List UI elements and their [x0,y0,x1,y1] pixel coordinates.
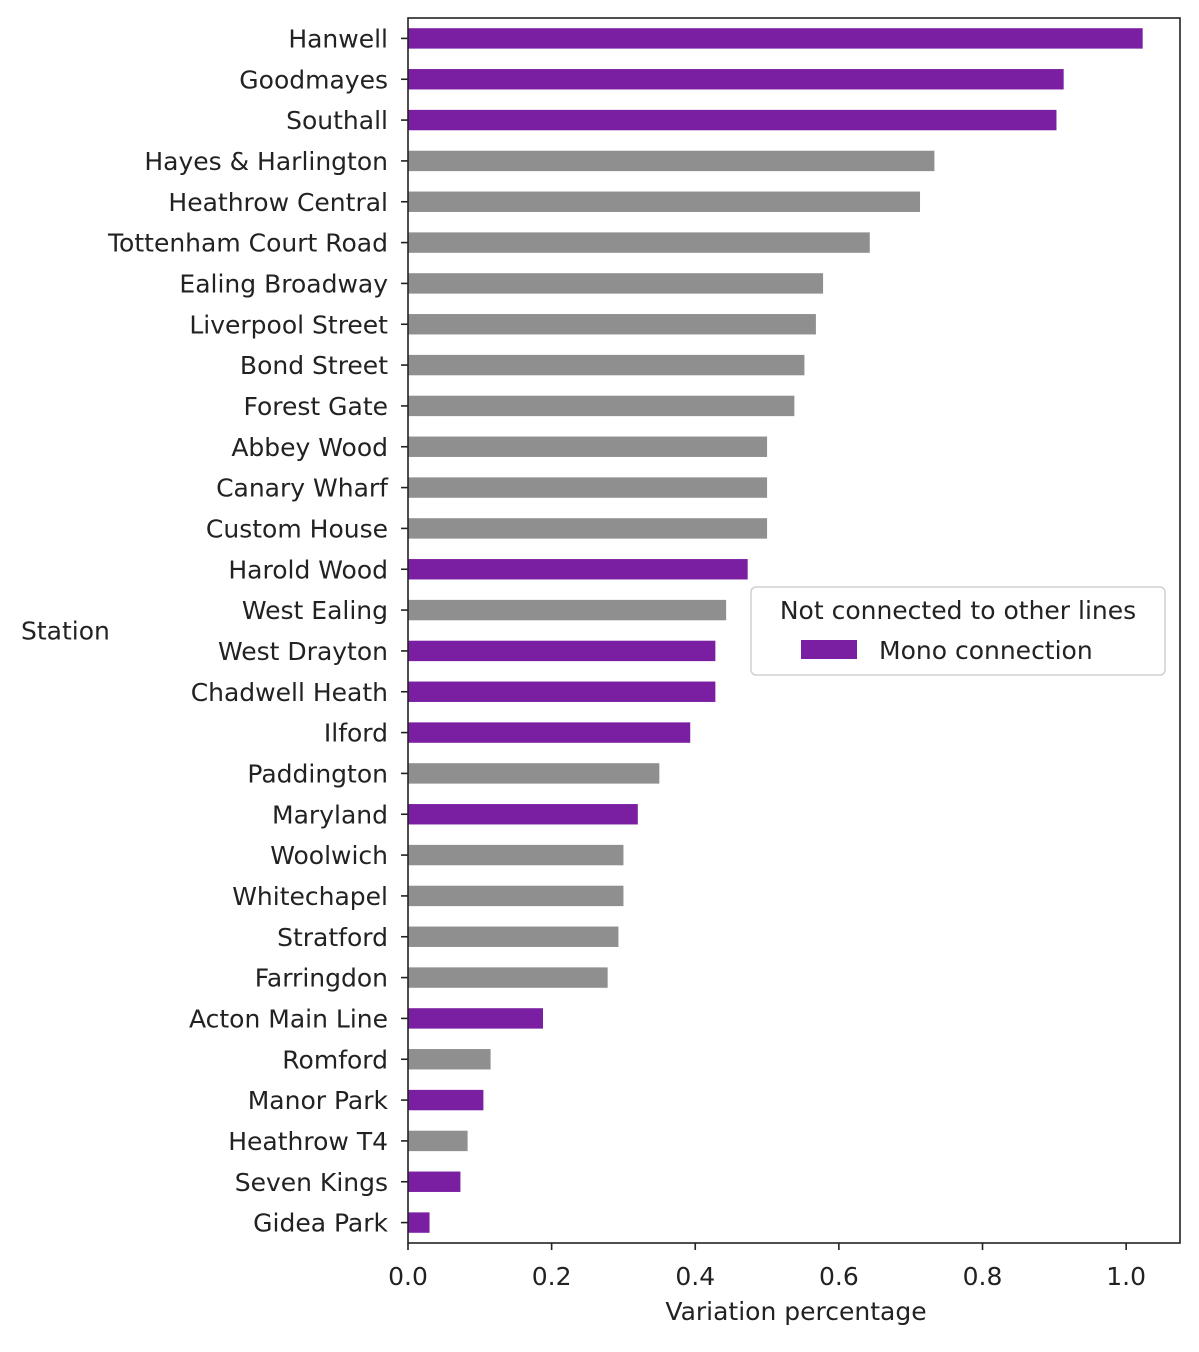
y-tick-label: West Ealing [242,596,388,625]
bar-bond-street [408,354,805,376]
bar-woolwich [408,844,624,866]
y-tick-label: Hayes & Harlington [144,147,388,176]
legend-label-mono: Mono connection [879,636,1093,665]
y-axis-ticks: Hanwell Goodmayes Southall Hayes & Harlingt… [107,24,408,1238]
bar-ilford [408,722,691,743]
bar-abbey-wood [408,436,768,457]
bar-paddington [408,763,660,784]
y-tick-label: Canary Wharf [216,474,389,503]
y-tick-label: Abbey Wood [231,433,388,462]
legend: Not connected to other lines Mono connec… [750,586,1166,676]
y-tick-label: Liverpool Street [189,310,388,339]
bar-maryland [408,804,638,825]
bar-manor-park [408,1089,484,1111]
y-tick-label: Heathrow T4 [228,1127,388,1156]
bar-southall [408,109,1057,131]
bar-west-ealing [408,599,727,621]
x-tick-label: 0.8 [963,1262,1003,1291]
y-tick-label: Farringdon [255,964,388,993]
bar-gidea-park [408,1212,430,1233]
bar-farringdon [408,967,608,988]
y-tick-label: Seven Kings [235,1168,388,1197]
y-tick-label: Heathrow Central [168,188,388,217]
x-tick-label: 0.4 [675,1262,715,1291]
y-tick-label: Paddington [247,759,388,788]
bar-hayes-harlington [408,150,935,172]
bars-group [408,28,1143,1233]
y-tick-label: Acton Main Line [189,1004,388,1033]
bar-hanwell [408,28,1143,49]
y-tick-label: Chadwell Heath [191,678,388,707]
bar-seven-kings [408,1171,461,1192]
bar-stratford [408,926,619,947]
bar-acton-main-line [408,1008,544,1029]
x-tick-label: 0.6 [819,1262,859,1291]
y-tick-label: Tottenham Court Road [107,229,388,258]
bar-chadwell-heath [408,681,716,702]
y-tick-label: West Drayton [218,637,388,666]
bar-heathrow-central [408,191,921,212]
y-tick-label: Custom House [206,514,388,543]
y-axis-title: Station [21,617,110,646]
x-axis-title: Variation percentage [665,1297,926,1326]
bar-liverpool-street [408,314,816,335]
y-tick-label: Harold Wood [228,555,388,584]
bar-forest-gate [408,395,795,417]
y-tick-label: Southall [286,106,388,135]
bar-custom-house [408,518,768,539]
y-tick-label: Ealing Broadway [179,269,388,298]
y-tick-label: Forest Gate [243,392,388,421]
legend-swatch-mono [801,640,857,659]
y-tick-label: Hanwell [288,24,388,53]
bar-ealing-broadway [408,273,824,294]
y-tick-label: Whitechapel [232,882,388,911]
y-tick-label: Stratford [277,923,388,952]
bar-goodmayes [408,69,1064,90]
x-axis-ticks: 0.0 0.2 0.4 0.6 0.8 1.0 [388,1243,1146,1291]
y-tick-label: Romford [282,1045,388,1074]
bar-canary-wharf [408,477,768,498]
x-tick-label: 0.0 [388,1262,428,1291]
y-tick-label: Manor Park [248,1086,389,1115]
y-tick-label: Gidea Park [253,1209,388,1238]
y-tick-label: Goodmayes [239,65,388,94]
bar-romford [408,1049,491,1070]
bar-tottenham-court-road [408,232,870,253]
legend-title: Not connected to other lines [780,596,1136,625]
bar-heathrow-t4 [408,1130,468,1152]
y-tick-label: Maryland [272,800,388,829]
bar-west-drayton [408,640,716,662]
bar-harold-wood [408,559,748,580]
x-tick-label: 1.0 [1106,1262,1146,1291]
x-tick-label: 0.2 [532,1262,572,1291]
plot-frame [407,17,1181,1244]
y-tick-label: Ilford [324,719,388,748]
y-tick-label: Woolwich [270,841,388,870]
bar-whitechapel [408,885,624,907]
y-tick-label: Bond Street [240,351,388,380]
